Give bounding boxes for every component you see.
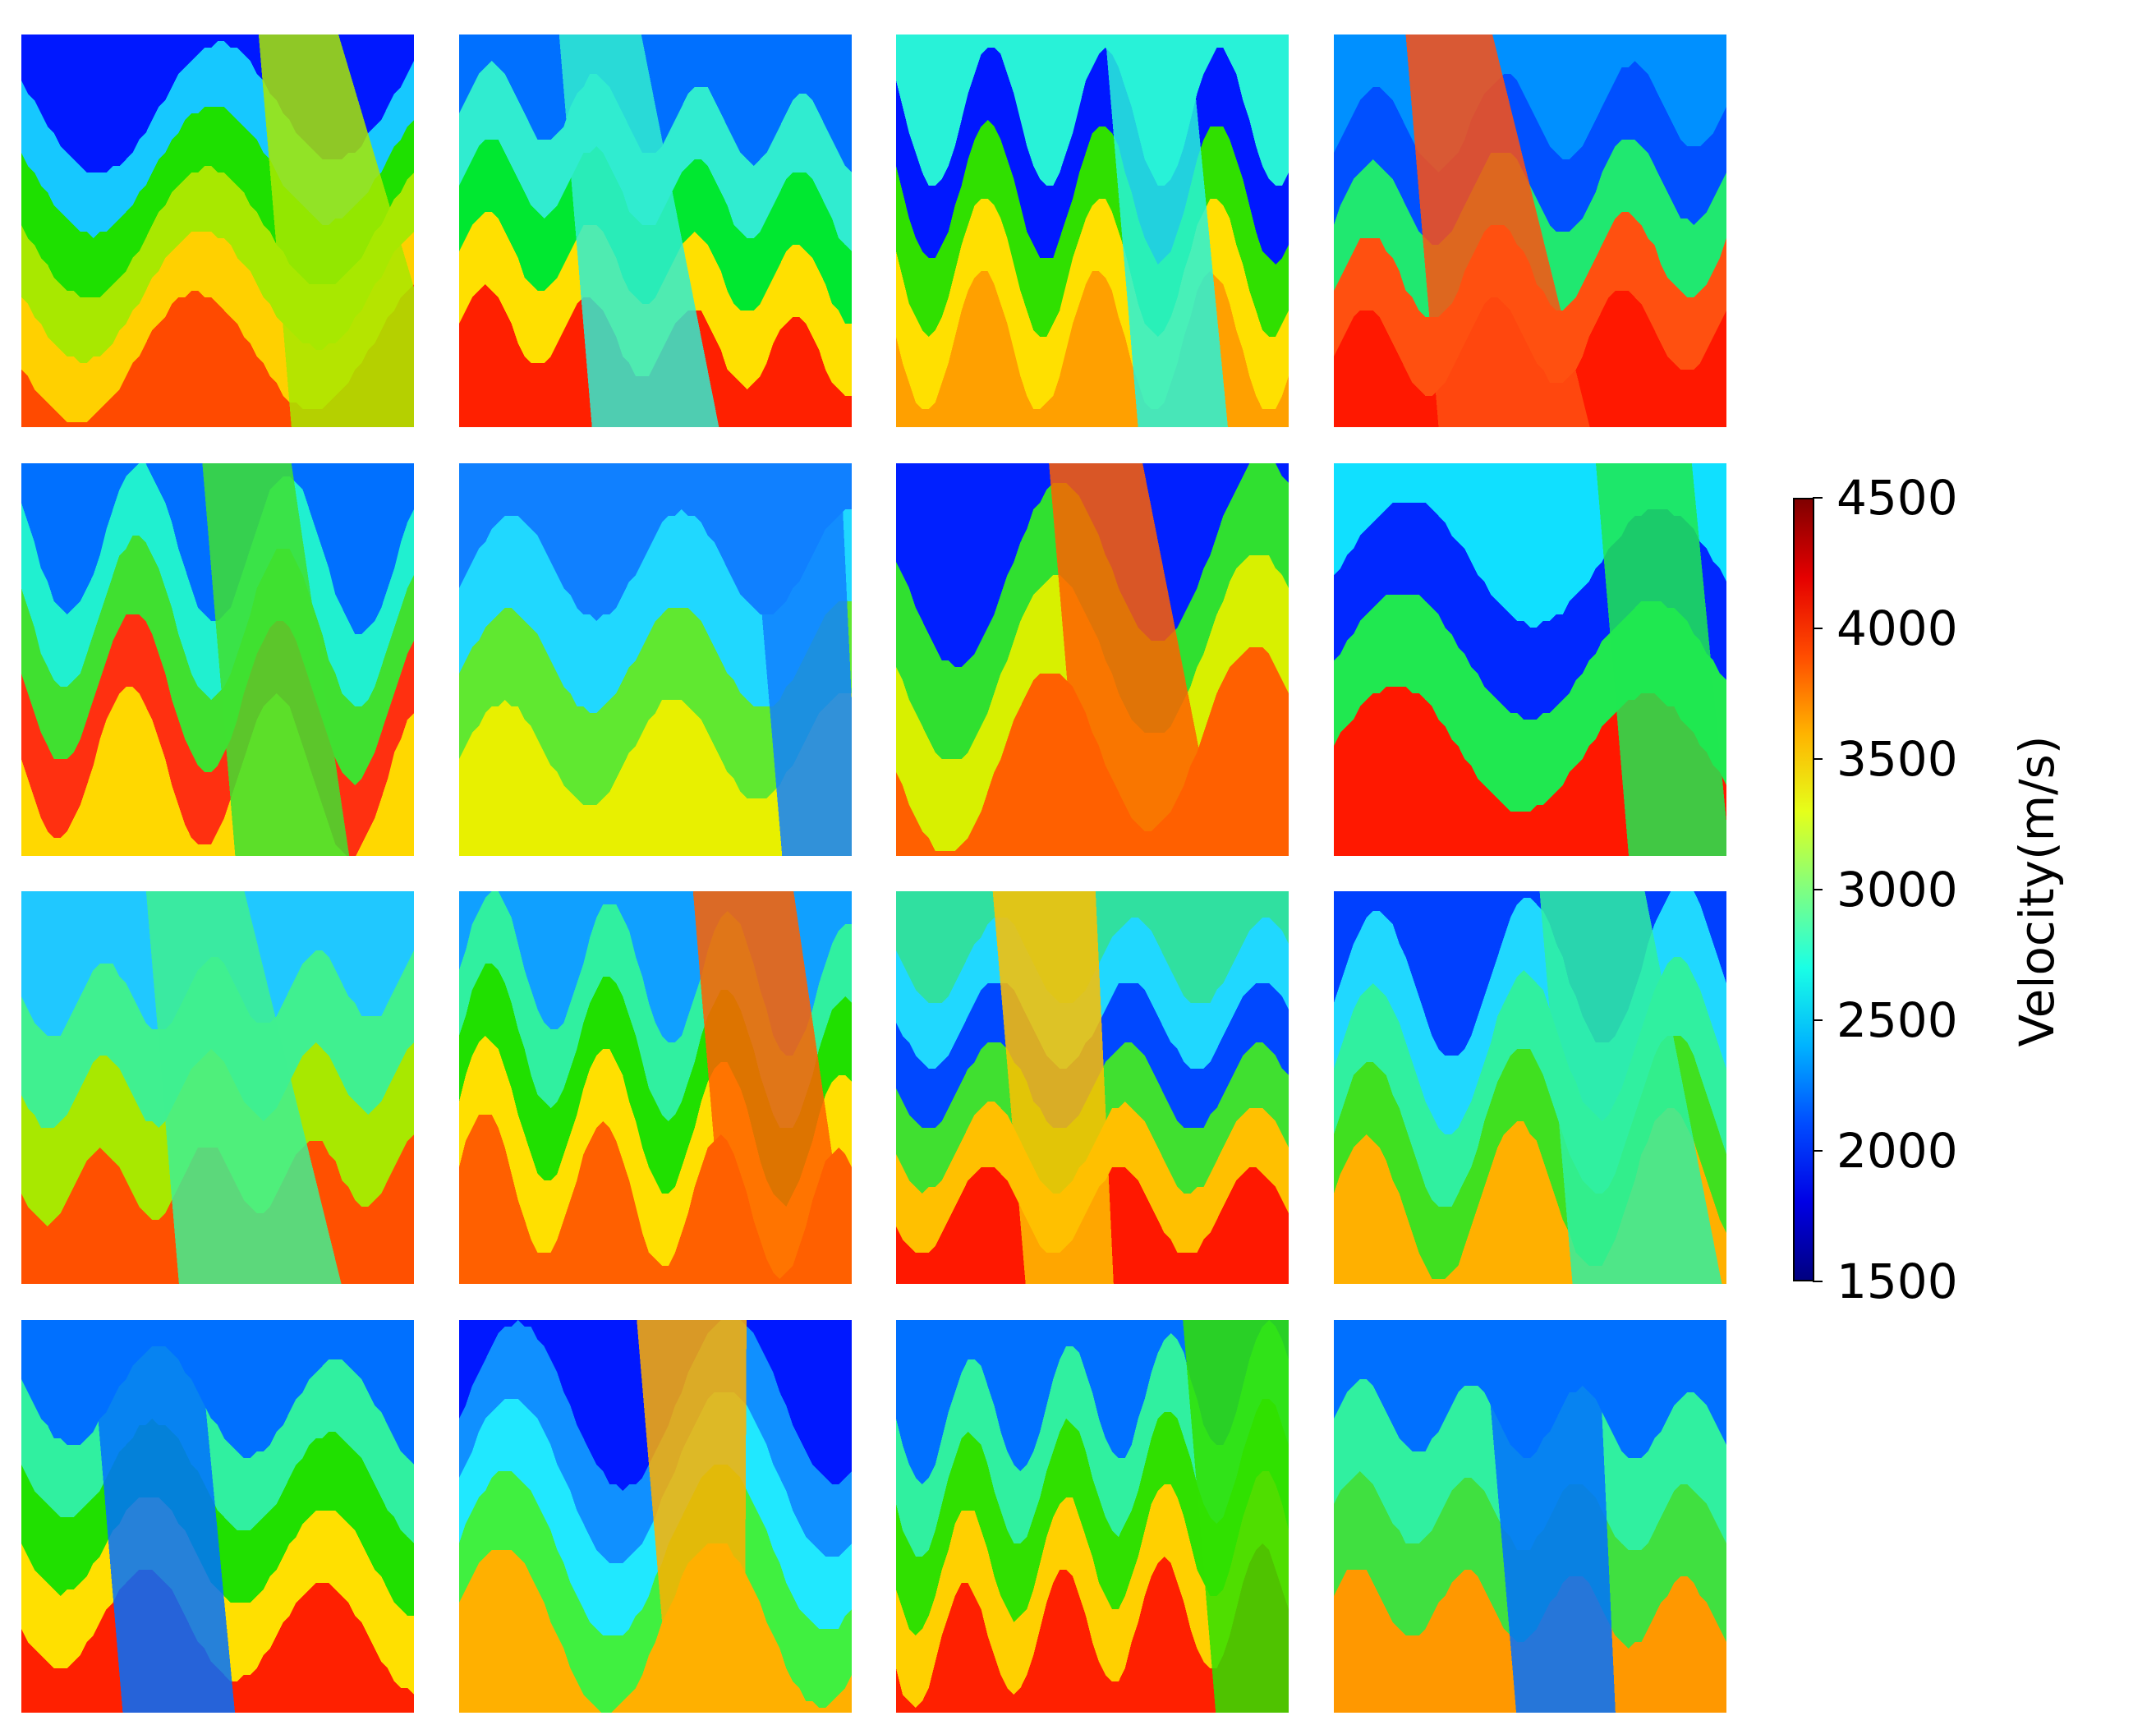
panel-svg-12 [1334,891,1726,1284]
velocity-panel-12 [1334,891,1726,1284]
colorbar-tick [1813,1019,1823,1021]
velocity-panel-5 [21,463,414,856]
colorbar-tick-label: 4500 [1837,470,1958,526]
layer-4 [896,1543,1289,1713]
fault-block [692,891,852,1284]
fault-block [1483,1320,1616,1713]
panel-svg-6 [459,463,852,856]
velocity-panel-16 [1334,1320,1726,1713]
fault-block [258,34,414,427]
colorbar-tick-label: 4000 [1837,600,1958,656]
colorbar-tick-label: 2500 [1837,992,1958,1048]
layer-5 [21,284,414,427]
velocity-panel-6 [459,463,852,856]
panel-svg-15 [896,1320,1289,1713]
fault-block [1539,891,1722,1284]
panel-svg-7 [896,463,1289,856]
velocity-panel-7 [896,463,1289,856]
colorbar-tick-label: 3500 [1837,731,1958,787]
panel-svg-4 [1334,34,1726,427]
fault-block [1405,34,1590,427]
velocity-panel-15 [896,1320,1289,1713]
velocity-panel-10 [459,891,852,1284]
colorbar [1793,498,1814,1281]
velocity-panel-2 [459,34,852,427]
colorbar-tick [1813,628,1823,629]
layer-3 [459,693,852,856]
layer-4 [459,1543,852,1713]
fault-block [90,1320,236,1713]
colorbar-tick-label: 3000 [1837,862,1958,918]
panel-svg-9 [21,891,414,1284]
panel-svg-14 [459,1320,852,1713]
fault-block [749,463,852,856]
colorbar-tick-label: 1500 [1837,1254,1958,1309]
fault-block [992,891,1114,1284]
colorbar-tick [1813,497,1823,499]
panel-svg-13 [21,1320,414,1713]
velocity-panel-4 [1334,34,1726,427]
velocity-panel-13 [21,1320,414,1713]
velocity-panel-11 [896,891,1289,1284]
fault-block [1596,463,1726,856]
panel-svg-1 [21,34,414,427]
layer-4 [459,284,852,427]
panel-svg-16 [1334,1320,1726,1713]
fault-block [559,34,719,427]
velocity-panel-14 [459,1320,852,1713]
fault-block [1183,1320,1289,1713]
fault-block [1049,463,1221,856]
fault-block [202,463,350,856]
panel-svg-2 [459,34,852,427]
fault-block [145,891,342,1284]
colorbar-tick-label: 2000 [1837,1123,1958,1179]
panel-svg-11 [896,891,1289,1284]
velocity-panel-9 [21,891,414,1284]
fault-block [1105,34,1228,427]
panel-svg-5 [21,463,414,856]
panel-svg-8 [1334,463,1726,856]
panel-svg-10 [459,891,852,1284]
colorbar-tick [1813,758,1823,760]
colorbar-tick [1813,889,1823,890]
colorbar-tick [1813,1150,1823,1152]
fault-block [637,1320,747,1713]
colorbar-title: Velocity(m/s) [2009,735,2065,1047]
colorbar-tick [1813,1281,1823,1282]
velocity-panel-1 [21,34,414,427]
velocity-panel-8 [1334,463,1726,856]
panel-svg-3 [896,34,1289,427]
velocity-panel-3 [896,34,1289,427]
